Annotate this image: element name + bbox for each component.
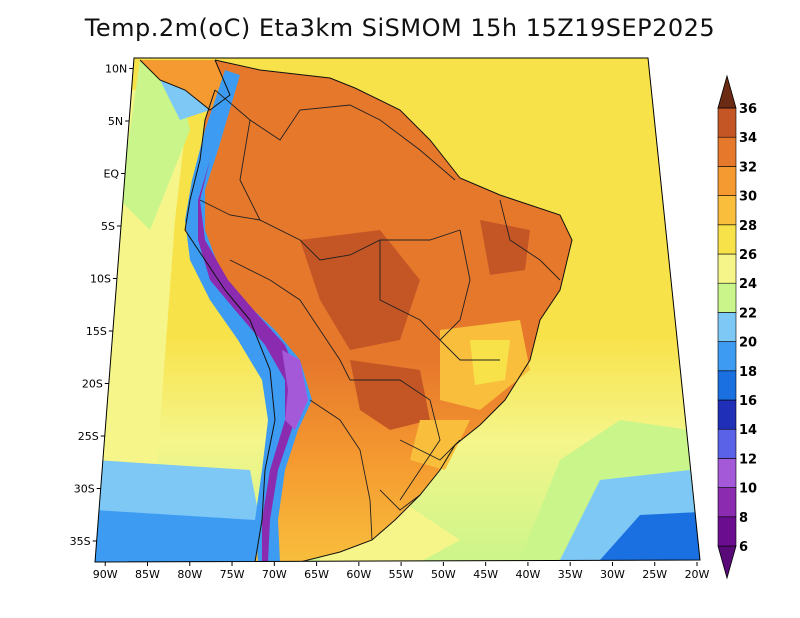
south-atlantic-cold xyxy=(600,512,700,560)
central-america-land xyxy=(140,60,230,110)
lon-tick-label: 25W xyxy=(642,568,667,581)
lat-tick-label: 25S xyxy=(78,430,99,443)
colorbar-segment xyxy=(717,107,737,138)
colorbar-label: 22 xyxy=(739,306,757,321)
colorbar-label: 26 xyxy=(739,248,757,263)
lon-tick-label: 40W xyxy=(515,568,540,581)
andes-cold xyxy=(198,160,300,562)
map-frame xyxy=(94,57,701,563)
pacific-coastline xyxy=(184,89,276,562)
lat-tick-label: 5N xyxy=(108,115,123,128)
south-pacific-cold xyxy=(95,510,265,562)
colorbar-segment xyxy=(717,458,737,488)
south-brazil-warm xyxy=(410,420,470,470)
hot-northeast xyxy=(480,220,530,275)
colorbar-label: 28 xyxy=(739,219,757,234)
north-atlantic-warm xyxy=(350,58,660,200)
colorbar-segment xyxy=(717,253,737,284)
colorbar-segment xyxy=(717,341,737,372)
altiplano-cold xyxy=(282,350,308,430)
colorbar-label: 20 xyxy=(739,336,757,351)
central-america-coastline xyxy=(139,59,231,111)
colorbar-label: 36 xyxy=(739,102,757,117)
map-field xyxy=(95,58,700,562)
colorbar-label: 12 xyxy=(739,452,757,467)
lon-tick-label: 35W xyxy=(558,568,583,581)
colorbar-segment xyxy=(717,195,737,226)
colorbar-min-arrow xyxy=(717,545,737,580)
lon-tick-label: 45W xyxy=(473,568,498,581)
colorbar-label: 24 xyxy=(739,277,757,292)
colorbar-label: 8 xyxy=(739,511,748,526)
colorbar-segment xyxy=(717,136,737,167)
colorbar-segment xyxy=(717,282,737,313)
country-borders xyxy=(199,89,561,541)
lon-tick-label: 75W xyxy=(220,568,245,581)
hot-interior-1 xyxy=(300,230,420,350)
colorbar-segment xyxy=(717,166,737,196)
colorbar-label: 6 xyxy=(739,540,748,555)
colorbar-max-arrow xyxy=(717,74,737,109)
hot-interior-2 xyxy=(350,360,430,430)
atlantic-coastline xyxy=(214,59,573,562)
hot-north xyxy=(250,90,360,160)
colorbar: 6 8 10 12 14 16 18 20 22 24 26 28 30 32 34 36 xyxy=(717,74,757,580)
lat-tick-label: 30S xyxy=(74,483,95,496)
colorbar-segment xyxy=(717,428,737,459)
lon-tick-label: 50W xyxy=(431,568,456,581)
lat-tick-label: 10S xyxy=(90,273,111,286)
lat-tick-label: 10N xyxy=(105,63,127,76)
latitude-ticks: 10N 5N EQ 5S 10S 15S 20S 25S 30S 35S xyxy=(70,63,134,548)
lon-tick-label: 80W xyxy=(177,568,202,581)
lat-tick-label: 35S xyxy=(70,535,91,548)
colorbar-label: 14 xyxy=(739,423,757,438)
colorbar-segment xyxy=(717,312,737,342)
colorbar-label: 32 xyxy=(739,160,757,175)
longitude-ticks: 90W 85W 80W 75W 70W 65W 60W 55W 50W 45W 40W 35W 30W 2… xyxy=(93,562,710,581)
lon-tick-label: 65W xyxy=(304,568,329,581)
colorbar-label: 10 xyxy=(739,482,757,497)
colorbar-segment xyxy=(717,224,737,255)
colorbar-label: 16 xyxy=(739,394,757,409)
colorbar-label: 34 xyxy=(739,131,757,146)
colorbar-segment xyxy=(717,399,737,430)
lon-tick-label: 30W xyxy=(600,568,625,581)
colorbar-segment xyxy=(717,370,737,401)
lat-tick-label: 5S xyxy=(101,220,115,233)
lon-tick-label: 90W xyxy=(93,568,118,581)
lat-tick-label: 20S xyxy=(82,378,103,391)
lon-tick-label: 60W xyxy=(346,568,371,581)
colorbar-segment xyxy=(717,516,737,547)
map-title: Temp.2m(oC) Eta3km SiSMOM 15h 15Z19SEP20… xyxy=(84,14,716,42)
colorbar-segment xyxy=(717,487,737,518)
lon-tick-label: 20W xyxy=(685,568,710,581)
lon-tick-label: 70W xyxy=(262,568,287,581)
se-brazil-mild xyxy=(470,340,510,385)
lon-tick-label: 85W xyxy=(135,568,160,581)
lon-tick-label: 55W xyxy=(389,568,414,581)
colorbar-label: 30 xyxy=(739,190,757,205)
colorbar-label: 18 xyxy=(739,365,757,380)
lat-tick-label: 15S xyxy=(86,325,107,338)
lat-tick-label: EQ xyxy=(103,168,119,181)
